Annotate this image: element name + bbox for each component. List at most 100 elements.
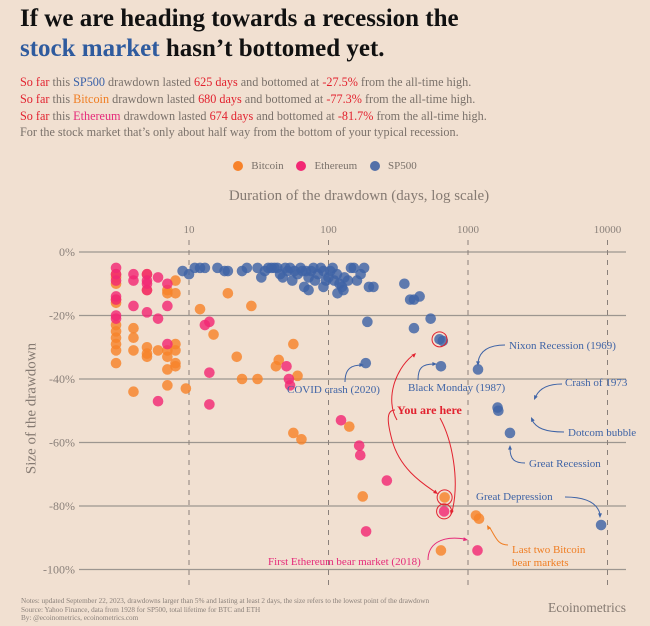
legend-item-bitcoin[interactable]: Bitcoin	[233, 160, 284, 172]
arrow-head	[531, 417, 535, 422]
subtitle-text: and bottomed at	[253, 108, 338, 123]
subtitle-text: and bottomed at	[241, 91, 327, 106]
subtitle-line-ethereum: So far this Ethereum drawdown lasted 674…	[20, 108, 487, 125]
data-point-ethereum	[128, 275, 139, 286]
arrow-crash-1973	[535, 383, 563, 397]
annotation-btc-bears-2: bear markets	[512, 557, 569, 569]
arrow-you-are-here-1	[387, 409, 436, 493]
data-point-sp500	[472, 364, 484, 375]
data-point-ethereum	[152, 395, 164, 407]
arrow-head	[487, 525, 491, 530]
data-point-bitcoin	[162, 351, 173, 363]
annotation-first-eth-bear: First Ethereum bear market (2018)	[268, 556, 421, 568]
data-point-bitcoin	[473, 513, 485, 524]
data-point-bitcoin	[435, 545, 447, 556]
subtitle-pct: -77.3%	[326, 91, 362, 106]
arrow-you-are-here-2	[439, 417, 456, 513]
legend-dot-ethereum	[296, 161, 307, 171]
data-point-bitcoin	[236, 373, 248, 385]
arrow-btc-bears	[489, 527, 509, 546]
data-point-bitcoin	[296, 434, 307, 445]
annotation-great-depression: Great Depression	[476, 491, 553, 503]
data-point-bitcoin	[439, 492, 450, 503]
data-point-bitcoin	[128, 322, 139, 334]
data-point-bitcoin	[110, 357, 122, 369]
y-tick-label: -100%	[43, 563, 75, 577]
data-point-bitcoin	[208, 329, 219, 340]
data-point-ethereum	[284, 380, 296, 391]
data-point-bitcoin	[162, 287, 173, 299]
x-axis-title: Duration of the drawdown (days, log scal…	[228, 188, 490, 204]
data-point-ethereum	[204, 367, 215, 378]
data-point-bitcoin	[170, 361, 181, 372]
data-point-bitcoin	[288, 427, 299, 439]
data-point-ethereum	[162, 300, 173, 312]
arrow-head	[449, 510, 454, 515]
legend-label: SP500	[387, 160, 417, 172]
annotations: COVID crash (2020) Black Monday (1987) Nix…	[268, 331, 636, 569]
subtitle-text: this	[49, 91, 74, 106]
data-point-sp500	[318, 281, 329, 293]
subtitle-line-bitcoin: So far this Bitcoin drawdown lasted 680 …	[20, 91, 487, 108]
subtitle-prefix: So far	[20, 108, 50, 123]
subtitle-pct: -27.5%	[322, 75, 358, 89]
data-point-bitcoin	[180, 383, 192, 394]
source-line: Source: Yahoo Finance, data from 1928 fo…	[21, 605, 261, 614]
highlight-ring	[436, 489, 453, 506]
arrow-you-are-here-sp500	[391, 355, 413, 421]
subtitle-asset: Bitcoin	[73, 91, 110, 106]
legend-label: Ethereum	[314, 160, 358, 172]
subtitle-asset: Ethereum	[73, 108, 121, 123]
legend-item-ethereum[interactable]: Ethereum	[296, 160, 357, 172]
title-line1: If we are heading towards a recession th…	[20, 5, 459, 32]
data-point-bitcoin	[170, 275, 181, 286]
annotation-btc-bears-1: Last two Bitcoin	[512, 544, 586, 556]
arrow-head	[463, 537, 468, 542]
data-point-sp500	[241, 262, 253, 274]
subtitle-pct: -81.7%	[337, 108, 374, 123]
data-point-ethereum	[110, 313, 122, 324]
data-point-sp500	[358, 262, 370, 274]
byline: By: @ecoinometrics, ecoinometrics.com	[21, 614, 139, 623]
note-line: Notes: updated September 22, 2023, drawd…	[21, 597, 430, 605]
arrow-great-recession	[509, 447, 526, 464]
data-point-sp500	[362, 316, 373, 328]
data-point-ethereum	[354, 449, 366, 461]
data-point-bitcoin	[128, 386, 139, 398]
data-point-ethereum	[360, 526, 372, 537]
data-point-sp500	[399, 278, 410, 290]
data-point-bitcoin	[292, 370, 303, 382]
data-point-bitcoin	[357, 491, 369, 502]
data-point-sp500	[493, 405, 504, 417]
data-point-bitcoin	[128, 345, 139, 356]
data-point-bitcoin	[246, 300, 257, 312]
data-point-ethereum	[438, 506, 450, 517]
subtitle-text: this	[49, 75, 74, 89]
data-point-bitcoin	[194, 303, 206, 315]
highlight-ring	[431, 331, 448, 348]
data-point-ethereum	[472, 545, 483, 556]
arrow-head	[359, 363, 364, 367]
data-point-ethereum	[141, 307, 153, 318]
annotation-dotcom: Dotcom bubble	[568, 427, 636, 439]
legend-item-sp500[interactable]: SP500	[369, 160, 417, 172]
data-point-ethereum	[110, 275, 122, 286]
legend-dot-sp500	[369, 161, 380, 171]
data-point-sp500	[504, 427, 516, 439]
data-point-ethereum	[141, 284, 153, 296]
data-point-bitcoin	[273, 354, 285, 366]
subtitle-days: 680 days	[198, 91, 242, 106]
data-point-ethereum	[110, 294, 122, 305]
subtitle-asset: SP500	[73, 75, 105, 89]
data-point-sp500	[303, 284, 314, 296]
data-point-sp500	[360, 357, 372, 369]
y-tick-label: -40%	[49, 372, 75, 386]
data-point-ethereum	[204, 399, 215, 410]
annotation-you-are-here: You are here	[397, 403, 463, 417]
subtitle-text: from the all-time high.	[373, 108, 487, 123]
data-point-sp500	[199, 262, 211, 274]
data-point-sp500	[348, 262, 360, 274]
data-point-ethereum	[381, 475, 393, 486]
arrow-black-monday	[417, 363, 435, 381]
